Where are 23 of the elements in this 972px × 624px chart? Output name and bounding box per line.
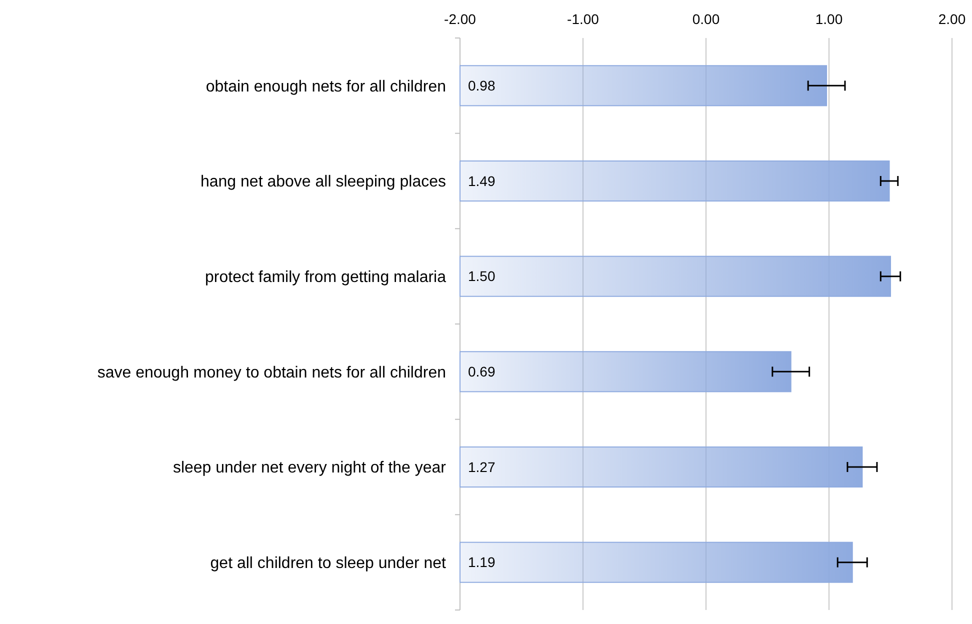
y-tick-label: obtain enough nets for all children [206,78,446,96]
y-tick-label: hang net above all sleeping places [200,174,446,191]
x-tick-label: 0.00 [692,11,720,27]
bar [460,65,828,106]
data-label: 1.27 [468,458,496,475]
x-tick-label: 1.00 [815,11,843,27]
data-label: 1.50 [468,268,496,284]
data-label: 1.19 [468,554,496,570]
bar [460,351,792,392]
data-label: 0.69 [468,364,496,380]
data-label: 0.98 [468,78,496,94]
x-tick-label: -1.00 [567,11,600,27]
bar [460,446,863,488]
y-tick-label: protect family from getting malaria [205,268,446,286]
y-tick-label: get all children to sleep under net [210,554,447,572]
x-tick-label: 2.00 [938,11,966,27]
y-tick-label: save enough money to obtain nets for all children [97,364,446,382]
bar [460,256,891,297]
y-tick-label: sleep under net every night of the year [172,460,447,477]
bar [460,160,890,202]
x-tick-label: -2.00 [444,11,476,27]
data-label: 1.49 [468,172,496,189]
bar [460,542,853,583]
